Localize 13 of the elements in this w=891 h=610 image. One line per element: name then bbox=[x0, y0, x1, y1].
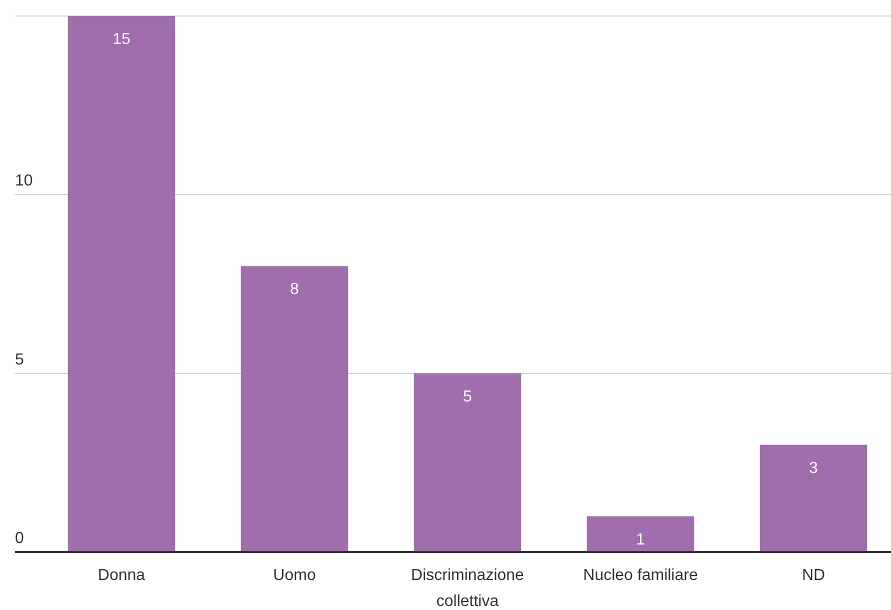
x-tick-label: Uomo bbox=[273, 567, 316, 584]
data-label: 8 bbox=[290, 281, 300, 298]
y-tick-label: 10 bbox=[15, 172, 33, 190]
x-tick-label: Discriminazione collettiva bbox=[411, 567, 524, 610]
x-tick-label: Donna bbox=[98, 567, 146, 584]
data-label: 3 bbox=[809, 460, 818, 477]
data-label: 15 bbox=[112, 31, 130, 48]
x-tick-label: ND bbox=[802, 567, 826, 584]
data-label: 1 bbox=[636, 531, 646, 548]
y-tick-label: 0 bbox=[15, 530, 24, 547]
y-tick-label: 5 bbox=[15, 351, 24, 368]
x-tick-label: Nucleo familiare bbox=[583, 567, 698, 584]
data-label: 5 bbox=[463, 388, 472, 406]
